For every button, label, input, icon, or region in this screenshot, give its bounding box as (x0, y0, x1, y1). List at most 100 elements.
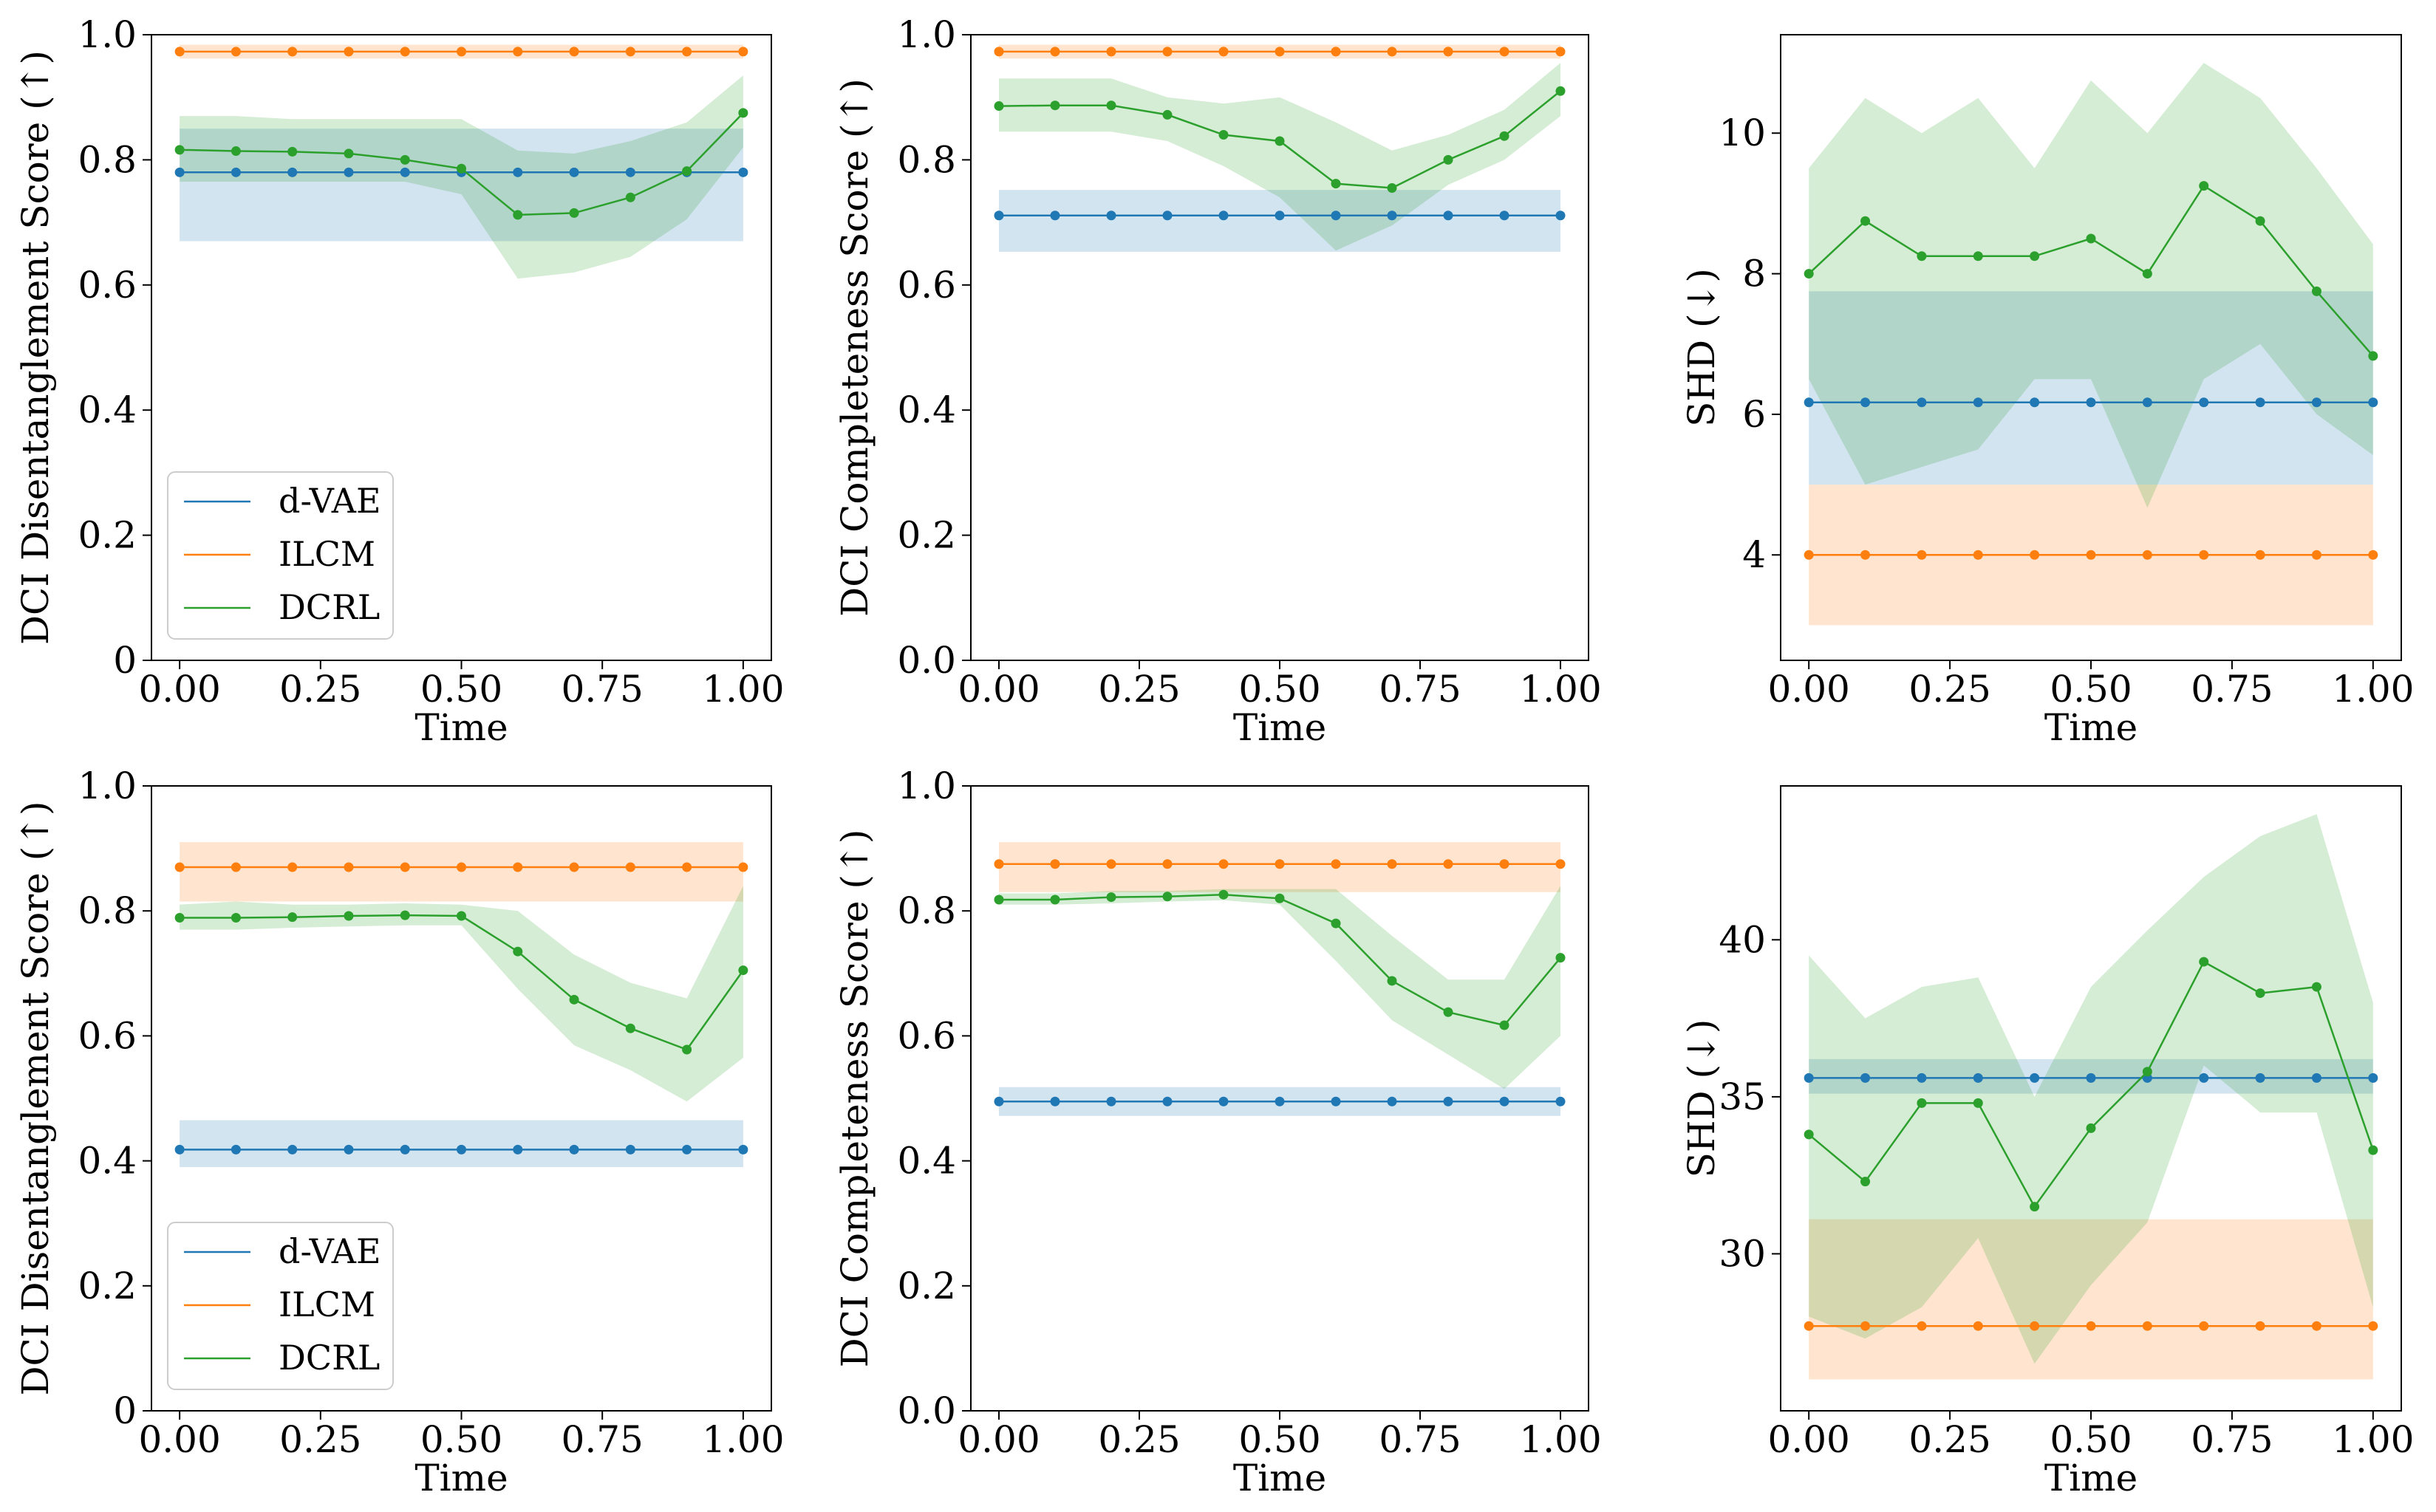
data-point-ilcm (738, 47, 748, 57)
data-point-d-vae (1162, 1096, 1173, 1106)
data-point-ilcm (569, 47, 579, 57)
data-point-d-vae (682, 1144, 692, 1154)
x-tick-label: 0.00 (958, 668, 1040, 711)
data-point-d-vae (1106, 211, 1116, 221)
data-point-dcrl (1162, 892, 1173, 902)
data-point-ilcm (2368, 550, 2378, 560)
data-point-d-vae (1218, 1096, 1229, 1106)
data-point-dcrl (231, 146, 241, 157)
data-point-dcrl (1804, 269, 1814, 279)
data-point-ilcm (1331, 859, 1341, 869)
data-point-ilcm (287, 47, 298, 57)
data-point-d-vae (2311, 397, 2321, 408)
data-point-d-vae (2199, 1073, 2209, 1083)
data-point-ilcm (2199, 550, 2209, 560)
y-tick-label: 8 (1742, 253, 1766, 295)
data-point-dcrl (625, 192, 635, 202)
data-point-dcrl (1218, 889, 1229, 900)
data-point-dcrl (1499, 1020, 1509, 1030)
x-tick-label: 0.00 (958, 1418, 1040, 1461)
y-tick-label: 0.4 (897, 1140, 956, 1183)
y-tick-label: 0.6 (897, 1014, 956, 1057)
data-point-d-vae (400, 167, 410, 177)
data-point-dcrl (2086, 1123, 2096, 1133)
y-tick-label: 30 (1719, 1232, 1766, 1275)
data-point-dcrl (994, 101, 1004, 112)
chart-panel-5: 0.00 0.25 0.50 0.75 1.00 0.0 0.2 0.4 0.6 0.8 1.0 Ti… (833, 764, 1602, 1499)
data-point-d-vae (1555, 211, 1566, 221)
data-point-ilcm (1555, 859, 1566, 869)
data-point-ilcm (287, 862, 298, 872)
legend-frame (167, 471, 394, 640)
data-point-ilcm (231, 862, 241, 872)
data-point-dcrl (2255, 988, 2265, 999)
x-tick-label: 0.25 (1908, 668, 1990, 711)
data-point-ilcm (1275, 859, 1285, 869)
data-point-ilcm (400, 47, 410, 57)
x-tick-label: 0.25 (1908, 1418, 1990, 1461)
x-axis-label: Time (414, 1457, 508, 1499)
data-point-d-vae (625, 1144, 635, 1154)
band-dcrl (180, 886, 743, 1102)
chart-panel-6: 0.00 0.25 0.50 0.75 1.00 30 35 40 Time SHD (↓) (1680, 785, 2414, 1499)
data-point-dcrl (174, 145, 185, 155)
data-point-d-vae (2311, 1073, 2321, 1083)
data-point-d-vae (1555, 1096, 1566, 1106)
legend: d-VAE ILCM DCRL (167, 1222, 394, 1390)
data-point-dcrl (1804, 1129, 1814, 1140)
data-point-ilcm (1050, 859, 1060, 869)
data-point-dcrl (1443, 1007, 1453, 1017)
data-point-dcrl (400, 154, 410, 165)
x-tick-label: 0.75 (2191, 668, 2273, 711)
data-point-ilcm (513, 47, 523, 57)
x-tick-label: 0.00 (1768, 668, 1850, 711)
data-point-ilcm (1860, 550, 1871, 560)
data-point-dcrl (344, 911, 354, 921)
y-tick-label: 0.4 (78, 389, 137, 431)
legend-label-ilcm: ILCM (279, 534, 375, 574)
data-point-ilcm (1443, 859, 1453, 869)
data-point-ilcm (1973, 550, 1983, 560)
x-tick-label: 0.25 (1098, 1418, 1180, 1461)
data-point-d-vae (1917, 1073, 1927, 1083)
data-point-ilcm (1162, 859, 1173, 869)
data-point-ilcm (1387, 859, 1397, 869)
data-point-d-vae (1331, 1096, 1341, 1106)
data-point-d-vae (1973, 1073, 1983, 1083)
data-point-ilcm (174, 862, 185, 872)
data-point-dcrl (2368, 351, 2378, 361)
y-axis-label: DCI Completeness Score (↑) (833, 829, 876, 1368)
data-point-ilcm (2311, 1321, 2321, 1331)
data-point-d-vae (1387, 211, 1397, 221)
data-point-dcrl (738, 108, 748, 118)
x-tick-label: 0.75 (1379, 668, 1461, 711)
data-point-ilcm (994, 47, 1004, 57)
data-point-ilcm (174, 47, 185, 57)
data-point-ilcm (1860, 1321, 1871, 1331)
data-point-d-vae (738, 167, 748, 177)
y-tick-label: 0.6 (78, 264, 137, 307)
data-point-d-vae (344, 1144, 354, 1154)
data-point-d-vae (174, 167, 185, 177)
x-tick-label: 1.00 (2332, 668, 2414, 711)
data-point-dcrl (287, 912, 298, 923)
data-point-d-vae (2142, 397, 2152, 408)
data-point-dcrl (2199, 957, 2209, 967)
x-tick-label: 0.50 (1238, 1418, 1320, 1461)
data-point-dcrl (2030, 1202, 2040, 1212)
data-point-dcrl (1917, 251, 1927, 261)
legend-label-dcrl: DCRL (279, 1338, 380, 1378)
data-point-d-vae (738, 1144, 748, 1154)
x-tick-label: 0.25 (1098, 668, 1180, 711)
x-tick-label: 0.50 (420, 668, 502, 711)
y-tick-label: 4 (1742, 533, 1766, 576)
data-point-ilcm (1275, 47, 1285, 57)
x-axis-label: Time (1233, 1457, 1326, 1499)
data-point-ilcm (1050, 47, 1060, 57)
x-tick-label: 0.75 (562, 668, 644, 711)
data-point-dcrl (1387, 183, 1397, 194)
legend-frame (167, 1222, 394, 1390)
y-axis-label: DCI Disentanglement Score (↑) (14, 801, 57, 1395)
data-point-dcrl (1973, 1098, 1983, 1108)
y-tick-label: 40 (1719, 918, 1766, 961)
